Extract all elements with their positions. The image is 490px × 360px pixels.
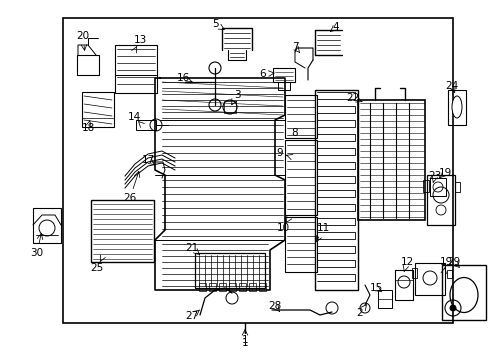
Text: 23: 23 — [428, 171, 441, 181]
Bar — [448, 90, 466, 125]
Text: 21: 21 — [185, 243, 198, 253]
Text: 13: 13 — [133, 35, 147, 45]
Text: 30: 30 — [30, 248, 44, 258]
Bar — [427, 175, 455, 225]
Bar — [395, 270, 413, 300]
Text: 25: 25 — [90, 263, 103, 273]
Text: 9: 9 — [277, 148, 283, 158]
Circle shape — [450, 305, 456, 311]
Text: 18: 18 — [81, 123, 95, 133]
Text: 1: 1 — [242, 338, 248, 348]
Text: 26: 26 — [123, 193, 137, 203]
Bar — [77, 55, 99, 75]
Bar — [358, 100, 425, 220]
Text: 2: 2 — [357, 308, 363, 318]
Bar — [315, 90, 358, 290]
Bar — [115, 45, 157, 93]
Ellipse shape — [452, 96, 462, 118]
Text: 4: 4 — [333, 22, 339, 32]
Bar — [378, 290, 392, 308]
Text: 7: 7 — [292, 42, 298, 52]
Bar — [259, 283, 266, 291]
Text: 27: 27 — [185, 311, 198, 321]
Text: 11: 11 — [317, 223, 330, 233]
Bar — [447, 270, 452, 278]
Bar — [219, 283, 226, 291]
Text: 17: 17 — [142, 155, 155, 165]
Text: 16: 16 — [176, 73, 190, 83]
Text: 19: 19 — [440, 257, 453, 267]
Bar — [239, 283, 246, 291]
Bar — [278, 82, 290, 90]
Text: 10: 10 — [276, 223, 290, 233]
Bar — [136, 120, 156, 130]
Bar — [224, 101, 236, 113]
Text: 12: 12 — [400, 257, 414, 267]
Text: 6: 6 — [260, 69, 266, 79]
Text: 29: 29 — [447, 257, 461, 267]
Bar — [423, 180, 429, 192]
Bar — [33, 208, 61, 243]
Text: 22: 22 — [346, 93, 360, 103]
Text: 8: 8 — [292, 128, 298, 138]
Text: 28: 28 — [269, 301, 282, 311]
Bar — [415, 263, 445, 295]
Text: 3: 3 — [234, 90, 240, 100]
Bar — [229, 283, 236, 291]
Bar — [63, 18, 453, 323]
Bar — [199, 283, 206, 291]
Text: 20: 20 — [76, 31, 90, 41]
Bar — [430, 178, 446, 196]
Text: 14: 14 — [127, 112, 141, 122]
Bar — [285, 95, 317, 138]
Bar — [82, 92, 114, 127]
Bar — [442, 265, 486, 320]
Bar — [249, 283, 256, 291]
Text: 1: 1 — [242, 335, 248, 345]
Bar — [285, 217, 317, 272]
Bar — [195, 253, 265, 288]
Bar — [273, 68, 295, 82]
Bar — [455, 182, 460, 192]
Bar — [285, 140, 317, 215]
Text: 15: 15 — [369, 283, 383, 293]
Bar — [91, 200, 154, 262]
Bar — [209, 283, 216, 291]
Text: 19: 19 — [439, 168, 452, 178]
Bar — [412, 268, 417, 278]
Text: 24: 24 — [445, 81, 459, 91]
Text: 5: 5 — [212, 19, 219, 29]
